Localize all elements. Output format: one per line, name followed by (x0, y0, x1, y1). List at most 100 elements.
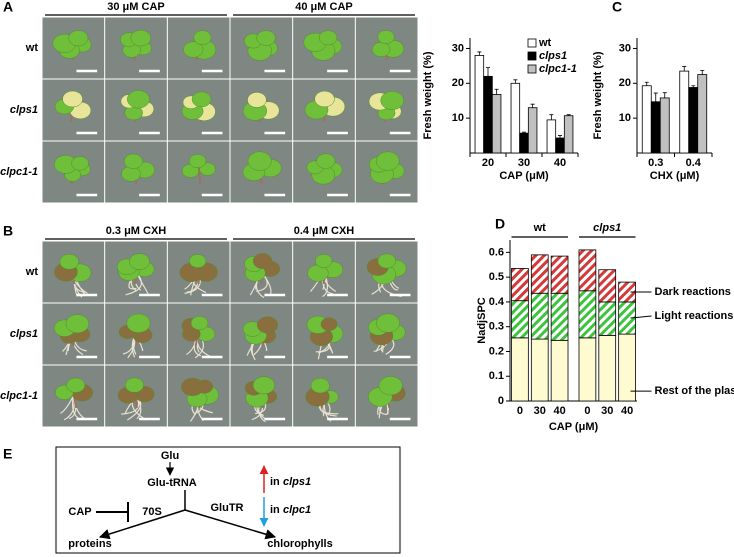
legend-label: clpc1-1 (539, 63, 577, 75)
leaf (378, 376, 403, 396)
bar-segment (530, 292, 549, 340)
bar-segment (578, 290, 597, 339)
photo (230, 241, 293, 303)
bar-segment (578, 249, 597, 292)
leaf (315, 254, 333, 268)
photo-header: 0.3 μM CXH (106, 225, 167, 237)
x-axis-label: CAP (μM) (549, 421, 599, 433)
error-bar (700, 70, 705, 75)
panel-letter: A (3, 0, 13, 15)
y-tick-label: 0.4 (489, 296, 505, 308)
leaf (129, 253, 150, 270)
photo (42, 141, 105, 203)
x-tick-label: 30 (534, 405, 546, 417)
photo (105, 141, 167, 203)
photo (42, 303, 105, 365)
leaf (189, 254, 207, 268)
photo (105, 17, 167, 79)
node-label: GluTR (211, 502, 244, 514)
leaf (68, 30, 89, 47)
leaf (247, 92, 267, 108)
error-bar (644, 81, 649, 86)
y-tick-label: 10 (619, 112, 631, 124)
series-annotation: Light reactions (655, 310, 734, 322)
x-tick-label: 30 (601, 405, 613, 417)
bar-segment (511, 300, 529, 339)
leaf (130, 29, 151, 47)
leaf (380, 91, 404, 110)
x-tick-label: 40 (621, 405, 633, 417)
legend-swatch (527, 51, 537, 61)
leaf (376, 313, 400, 333)
bar-segment (598, 301, 617, 336)
bar (510, 82, 521, 154)
error-bar (513, 79, 518, 84)
leaf (375, 151, 400, 171)
error-bar (530, 103, 535, 108)
bar (555, 137, 565, 154)
photo (167, 141, 230, 203)
leaf (127, 90, 150, 109)
x-axis-label: CHX (μM) (650, 170, 700, 182)
leaf (191, 91, 212, 108)
photo (293, 17, 355, 79)
photo (167, 79, 230, 141)
inhibition (96, 502, 129, 522)
photo (105, 79, 167, 141)
x-tick-label: 0 (584, 405, 590, 417)
bar-segment (530, 254, 549, 294)
photo (293, 79, 355, 141)
leaf (377, 253, 397, 269)
error-bar (653, 92, 658, 102)
y-tick-label: 0 (498, 395, 504, 407)
series-annotation: Rest of the plastid (655, 385, 734, 397)
bar (519, 132, 529, 154)
node-label: proteins (68, 538, 111, 550)
photo (42, 17, 105, 79)
row-label: clps1 (10, 104, 38, 116)
annotation: in (270, 504, 280, 516)
y-axis-label: Fresh weight (%) (592, 51, 604, 139)
leaf (71, 156, 89, 171)
annotation-leader (630, 315, 652, 319)
error-bar (486, 67, 490, 77)
photo (230, 17, 293, 79)
photo (355, 241, 418, 303)
leaf (314, 90, 335, 108)
photo (293, 241, 355, 303)
bar (474, 55, 485, 154)
x-tick-label: 20 (482, 157, 494, 169)
error-bar (691, 85, 696, 88)
error-bar (682, 66, 687, 72)
bar (697, 74, 708, 154)
photo (167, 241, 230, 303)
legend-swatch (527, 64, 537, 74)
leaf (193, 30, 212, 45)
row-label: clpc1-1 (0, 390, 38, 402)
legend-swatch (527, 38, 537, 48)
leaf (62, 90, 83, 108)
leaf (183, 41, 204, 58)
bar (679, 70, 690, 154)
photo (230, 303, 293, 365)
leaf (372, 42, 391, 57)
x-tick-label: 30 (518, 157, 530, 169)
y-tick-label: 30 (619, 42, 631, 54)
bar (527, 107, 538, 154)
group-label: clps1 (593, 222, 621, 234)
bar-segment (598, 334, 617, 402)
node-label: CAP (68, 506, 91, 518)
photo (355, 79, 418, 141)
error-bar (522, 131, 526, 134)
photo (105, 241, 167, 303)
leaf (188, 154, 207, 169)
bar-segment (550, 255, 569, 294)
bar-segment (511, 337, 529, 402)
arrow (184, 509, 277, 540)
x-tick-label: 0 (517, 405, 523, 417)
node-label: Glu-tRNA (147, 477, 197, 489)
panel-letter: B (3, 223, 13, 239)
y-tick-label: 0.3 (489, 321, 504, 333)
error-bar (477, 51, 482, 56)
photo (167, 303, 230, 365)
